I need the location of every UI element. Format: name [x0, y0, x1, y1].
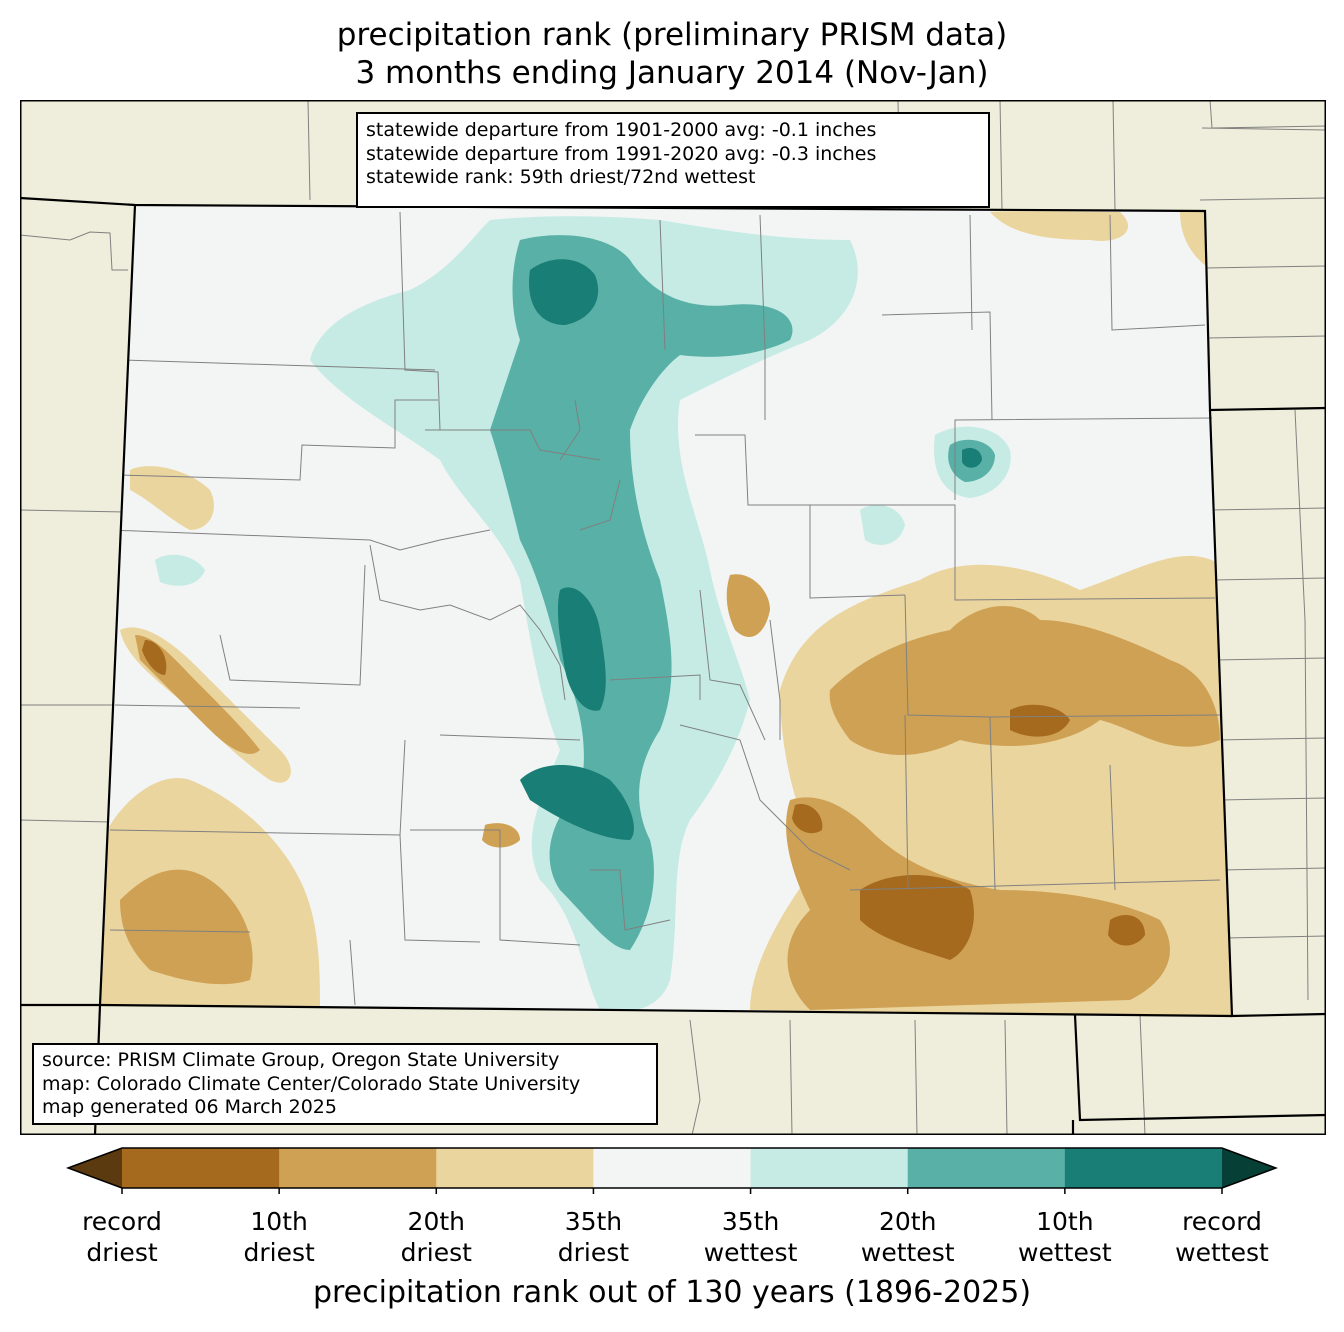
- colorbar-tick-label-0: record driest: [42, 1206, 202, 1268]
- tick-label-line2: driest: [243, 1238, 315, 1267]
- colorbar-bin-4: [750, 1148, 909, 1188]
- colorbar: [66, 1147, 1278, 1194]
- tick-label-line2: driest: [86, 1238, 158, 1267]
- colorbar-bin-0: [122, 1148, 280, 1188]
- precipitation-rank-map: [20, 100, 1326, 1135]
- stats-departure-1901-2000: statewide departure from 1901-2000 avg: …: [366, 119, 877, 141]
- rank-shading: [100, 211, 1232, 1016]
- source-line-prism: source: PRISM Climate Group, Oregon Stat…: [42, 1049, 560, 1071]
- colorbar-bin-2: [436, 1148, 594, 1188]
- wet-area-west: [155, 554, 205, 586]
- dry-area-se-spot: [1108, 915, 1145, 946]
- tick-label-line2: wettest: [703, 1238, 798, 1267]
- tick-label-line2: wettest: [1018, 1238, 1112, 1267]
- colorbar-bin-1: [279, 1148, 437, 1188]
- colorbar-tick-label-2: 20th driest: [356, 1206, 516, 1268]
- tick-label-line1: 35th: [564, 1207, 623, 1236]
- wet-area-core-3: [520, 765, 634, 840]
- colorbar-tick-label-3: 35th driest: [513, 1206, 673, 1268]
- stats-statewide-rank: statewide rank: 59th driest/72nd wettest: [366, 166, 756, 188]
- colorbar-bin-3: [593, 1148, 752, 1188]
- tick-label-line2: driest: [400, 1238, 472, 1267]
- dry-area-central-spot: [726, 574, 770, 638]
- county-lines: [109, 211, 1221, 1006]
- source-box: source: PRISM Climate Group, Oregon Stat…: [32, 1043, 658, 1125]
- colorbar-tick-label-4: 35th wettest: [671, 1206, 831, 1268]
- dry-area-ne-corner: [990, 211, 1129, 241]
- wet-area-east-small: [860, 505, 905, 545]
- colorbar-tick-label-7: record wettest: [1142, 1206, 1302, 1268]
- dry-area-sc-spot: [482, 823, 520, 848]
- tick-label-line1: record: [1182, 1207, 1262, 1236]
- colorbar-tick-label-5: 20th wettest: [828, 1206, 988, 1268]
- source-line-generated: map generated 06 March 2025: [42, 1096, 337, 1118]
- colorbar-title: precipitation rank out of 130 years (189…: [312, 1275, 1032, 1310]
- dry-area-nw: [130, 466, 214, 530]
- dry-area-west-band-core: [135, 635, 260, 754]
- dry-area-east-mid: [829, 606, 1220, 755]
- dry-area-southeast-mid: [786, 797, 1170, 1010]
- colorbar-bin-6: [1064, 1148, 1223, 1188]
- colorbar-tick-label-1: 10th driest: [199, 1206, 359, 1268]
- tick-label-line1: 20th: [407, 1207, 466, 1236]
- colorbar-extend-low: [68, 1148, 122, 1188]
- wet-area-core-2: [557, 587, 606, 711]
- dry-area-southwest-mid: [120, 869, 253, 985]
- colorbar-extend-high: [1222, 1148, 1276, 1188]
- tick-label-line2: driest: [557, 1238, 630, 1267]
- dry-area-east-core: [1010, 704, 1070, 737]
- dry-area-southeast-core: [860, 875, 974, 960]
- tick-label-line1: 10th: [250, 1207, 308, 1236]
- wet-area-mountains-core: [529, 259, 599, 325]
- dry-area-west-spot: [142, 640, 167, 675]
- neighbor-county-lines: [20, 100, 1326, 1135]
- tick-label-line1: 20th: [878, 1207, 937, 1236]
- tick-label-line1: 10th: [1036, 1207, 1094, 1236]
- statewide-stats-box: statewide departure from 1901-2000 avg: …: [356, 112, 990, 208]
- map-frame-border: [20, 100, 1326, 1135]
- wet-area-mountains-mid: [490, 235, 793, 951]
- source-line-map: map: Colorado Climate Center/Colorado St…: [42, 1072, 581, 1095]
- dry-area-ne-edge: [1180, 212, 1212, 270]
- tick-label-line2: wettest: [860, 1238, 955, 1267]
- stats-departure-1991-2020: statewide departure from 1991-2020 avg: …: [366, 142, 877, 165]
- dry-area-sw-spot: [792, 804, 823, 834]
- tick-label-line1: record: [82, 1207, 162, 1236]
- tick-label-line2: wettest: [1175, 1238, 1269, 1267]
- tick-label-line1: 35th: [721, 1207, 780, 1236]
- map-title: precipitation rank (preliminary PRISM da…: [336, 17, 1008, 53]
- wet-area-east-circle-core: [962, 448, 982, 468]
- colorbar-tick-label-6: 10th wettest: [985, 1206, 1145, 1268]
- map-subtitle: 3 months ending January 2014 (Nov-Jan): [355, 55, 989, 91]
- state-borders: [20, 196, 1326, 1135]
- colorbar-bin-5: [907, 1148, 1066, 1188]
